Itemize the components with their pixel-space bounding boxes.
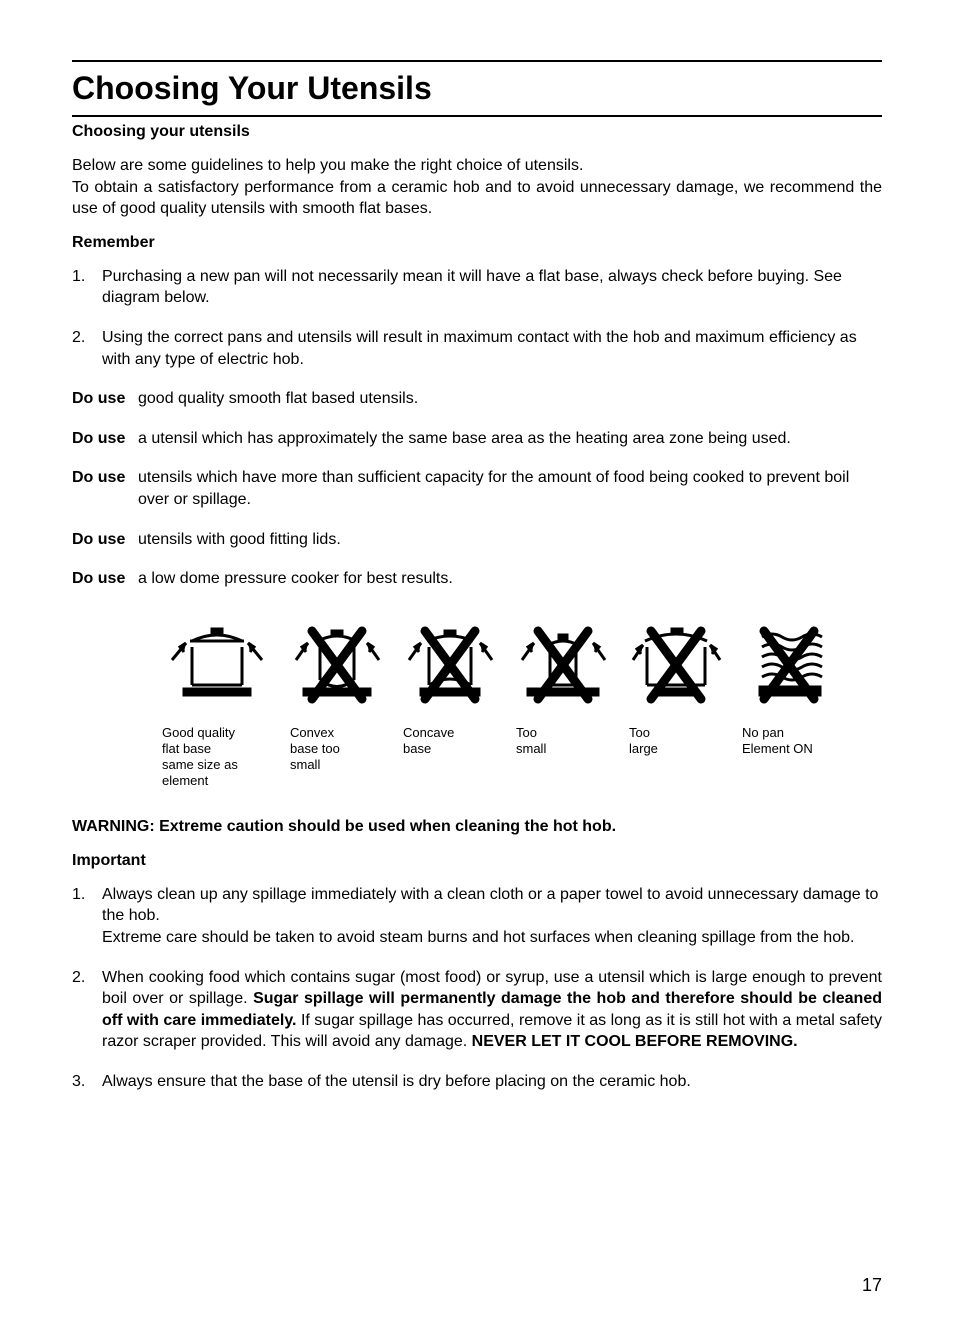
page-number: 17	[862, 1275, 882, 1296]
do-use-text: a low dome pressure cooker for best resu…	[138, 568, 882, 590]
pan-too-large-icon	[629, 625, 724, 715]
do-use-row: Do use good quality smooth flat based ut…	[72, 388, 882, 410]
page-title: Choosing Your Utensils	[72, 70, 882, 107]
important-item: 3. Always ensure that the base of the ut…	[72, 1071, 882, 1093]
pan-good-flat-icon	[162, 625, 272, 715]
important-item: 2. When cooking food which contains suga…	[72, 967, 882, 1053]
diagram-caption: No pan Element ON	[742, 725, 813, 758]
important-part: Extreme care should be taken to avoid st…	[102, 929, 854, 946]
pan-too-small-icon	[516, 625, 611, 715]
important-list: 1. Always clean up any spillage immediat…	[72, 884, 882, 1093]
pan-diagram-row: Good quality flat base same size as elem…	[162, 625, 882, 790]
remember-item: 2. Using the correct pans and utensils w…	[72, 327, 882, 370]
choosing-subhead: Choosing your utensils	[72, 123, 882, 141]
do-use-label: Do use	[72, 467, 138, 510]
important-item: 1. Always clean up any spillage immediat…	[72, 884, 882, 949]
do-use-row: Do use a low dome pressure cooker for be…	[72, 568, 882, 590]
diagram-too-large: Too large	[629, 625, 724, 758]
diagram-convex: Convex base too small	[290, 625, 385, 774]
intro-line-2: To obtain a satisfactory performance fro…	[72, 179, 882, 218]
important-head: Important	[72, 852, 882, 870]
title-top-rule	[72, 60, 882, 62]
do-use-text: utensils with good fitting lids.	[138, 529, 882, 551]
do-use-label: Do use	[72, 568, 138, 590]
pan-concave-icon	[403, 625, 498, 715]
diagram-good-flat: Good quality flat base same size as elem…	[162, 625, 272, 790]
do-use-text: a utensil which has approximately the sa…	[138, 428, 882, 450]
do-use-label: Do use	[72, 388, 138, 410]
pan-convex-icon	[290, 625, 385, 715]
remember-text: Purchasing a new pan will not necessaril…	[102, 266, 882, 309]
important-part: Always clean up any spillage immediately…	[102, 886, 878, 925]
do-use-label: Do use	[72, 529, 138, 551]
warning-text: WARNING: Extreme caution should be used …	[72, 818, 882, 836]
do-use-label: Do use	[72, 428, 138, 450]
remember-item: 1. Purchasing a new pan will not necessa…	[72, 266, 882, 309]
do-use-text: good quality smooth flat based utensils.	[138, 388, 882, 410]
remember-text: Using the correct pans and utensils will…	[102, 327, 882, 370]
important-part-bold: NEVER LET IT COOL BEFORE REMOVING.	[472, 1033, 798, 1050]
important-num: 3.	[72, 1071, 102, 1093]
do-use-list: Do use good quality smooth flat based ut…	[72, 388, 882, 590]
important-text: When cooking food which contains sugar (…	[102, 967, 882, 1053]
diagram-caption: Convex base too small	[290, 725, 340, 774]
title-bottom-rule	[72, 115, 882, 117]
diagram-no-pan: No pan Element ON	[742, 625, 837, 758]
remember-num: 1.	[72, 266, 102, 309]
remember-list: 1. Purchasing a new pan will not necessa…	[72, 266, 882, 370]
do-use-row: Do use utensils with good fitting lids.	[72, 529, 882, 551]
remember-num: 2.	[72, 327, 102, 370]
diagram-too-small: Too small	[516, 625, 611, 758]
important-part: Always ensure that the base of the utens…	[102, 1073, 691, 1090]
do-use-row: Do use utensils which have more than suf…	[72, 467, 882, 510]
do-use-row: Do use a utensil which has approximately…	[72, 428, 882, 450]
do-use-text: utensils which have more than sufficient…	[138, 467, 882, 510]
no-pan-element-on-icon	[742, 625, 837, 715]
diagram-concave: Concave base	[403, 625, 498, 758]
diagram-caption: Too small	[516, 725, 546, 758]
diagram-caption: Concave base	[403, 725, 454, 758]
intro-paragraph: Below are some guidelines to help you ma…	[72, 155, 882, 220]
diagram-caption: Good quality flat base same size as elem…	[162, 725, 238, 790]
important-num: 1.	[72, 884, 102, 949]
intro-line-1: Below are some guidelines to help you ma…	[72, 157, 583, 174]
important-num: 2.	[72, 967, 102, 1053]
important-text: Always ensure that the base of the utens…	[102, 1071, 882, 1093]
important-text: Always clean up any spillage immediately…	[102, 884, 882, 949]
remember-head: Remember	[72, 234, 882, 252]
diagram-caption: Too large	[629, 725, 658, 758]
